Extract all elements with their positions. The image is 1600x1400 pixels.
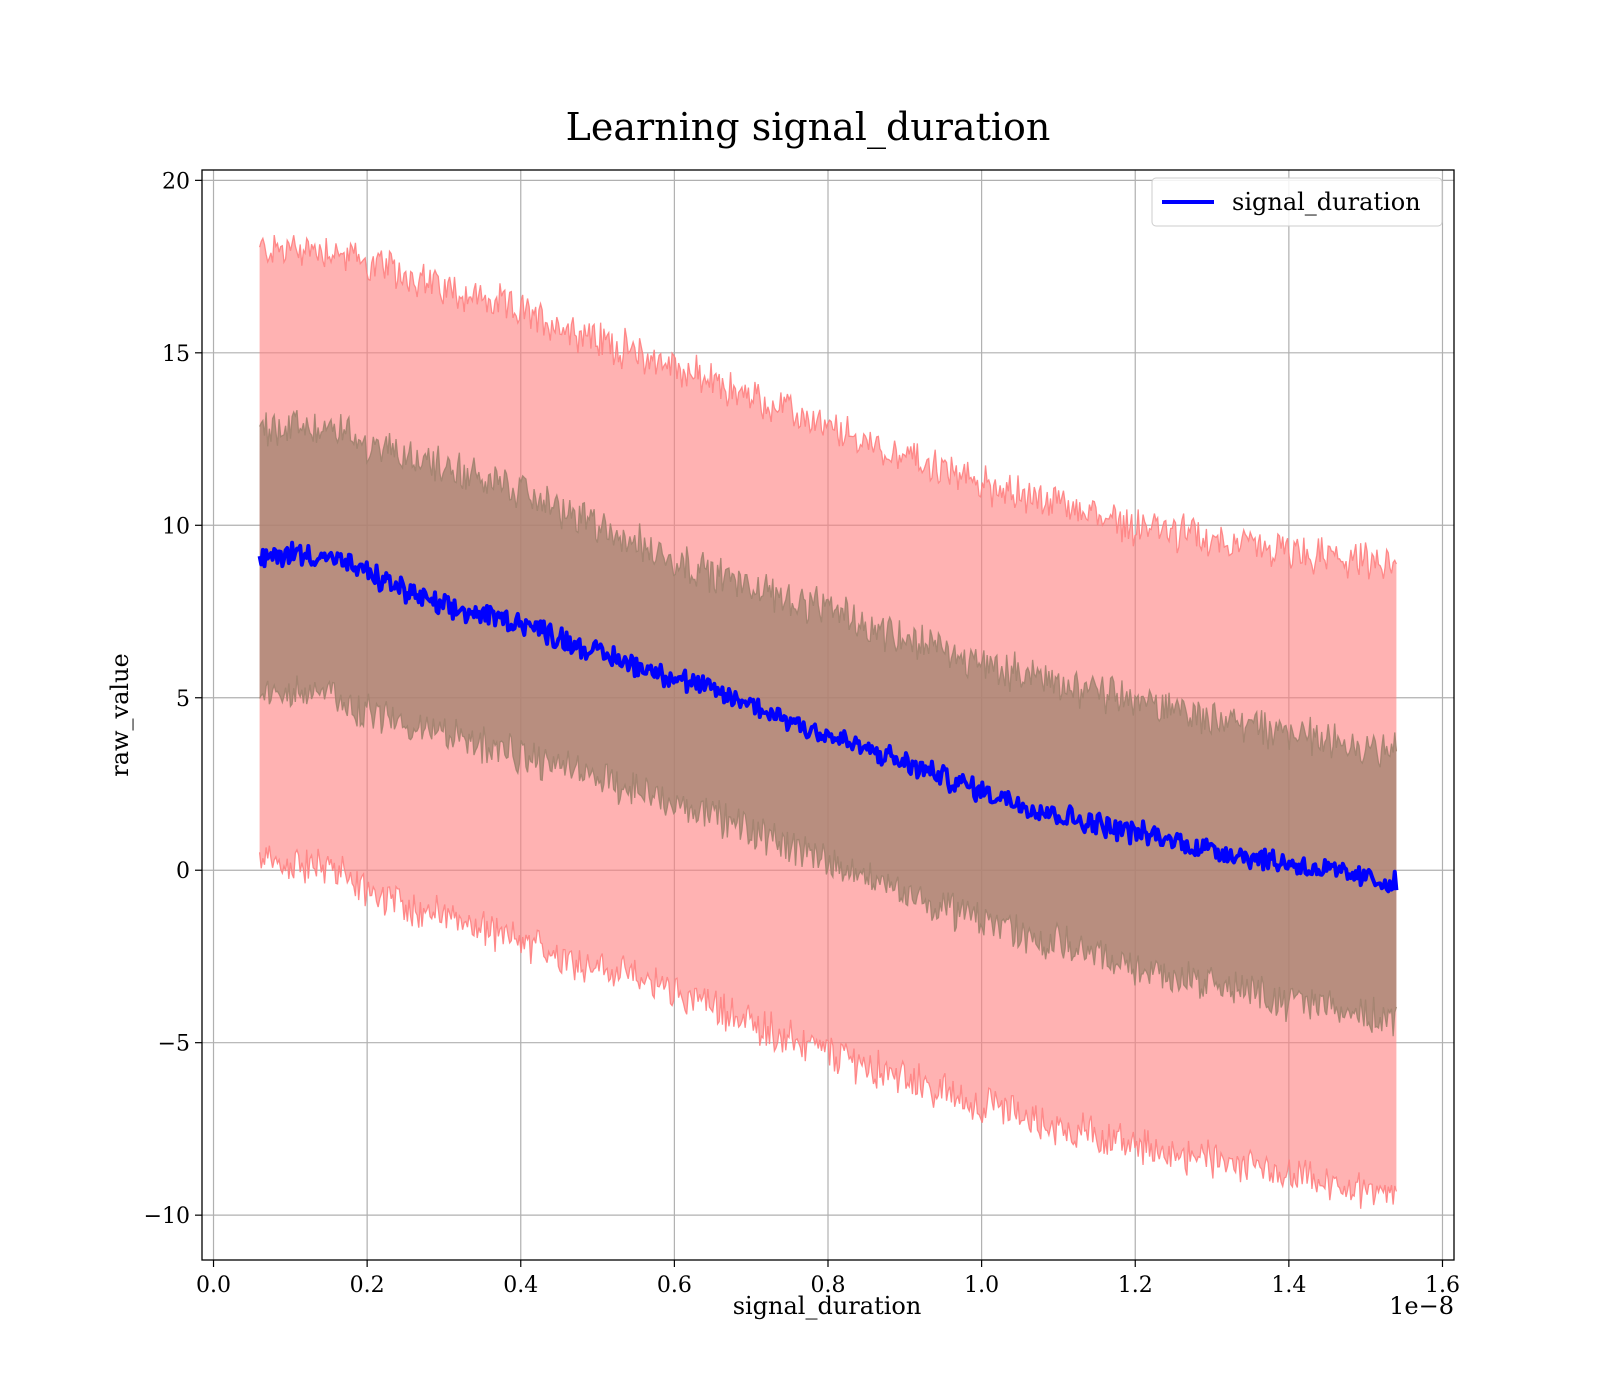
x-axis-offset-label: 1e−8 (1389, 1292, 1454, 1320)
band-inner-upper-edge (259, 410, 1398, 768)
band-layer (258, 235, 1398, 1209)
y-tick-label: 10 (162, 514, 190, 539)
band-outer-lower-edge (258, 845, 1398, 1209)
x-tick-label: 0.2 (350, 1273, 385, 1298)
y-tick-label: 0 (176, 859, 190, 884)
x-tick-label: 0.4 (503, 1273, 538, 1298)
x-tick-label: 0.6 (657, 1273, 692, 1298)
y-tick-label: 15 (162, 342, 190, 367)
band-outer-upper-edge (258, 235, 1397, 580)
y-axis-label: raw_value (106, 653, 134, 777)
y-axis-ticks: −10 −5 0 5 10 15 20 (144, 169, 202, 1229)
x-axis-label: signal_duration (733, 1292, 922, 1320)
y-tick-label: −10 (144, 1204, 190, 1229)
band-inner (259, 410, 1397, 1037)
series-line-signal-duration (257, 540, 1399, 894)
x-tick-label: 1.0 (964, 1273, 999, 1298)
x-axis-ticks: 0.0 0.2 0.4 0.6 0.8 1.0 1.2 1.4 1.6 (196, 1260, 1460, 1298)
chart-title: Learning signal_duration (566, 105, 1051, 150)
legend-label-signal-duration: signal_duration (1232, 188, 1421, 216)
band-inner-lower-edge (259, 675, 1398, 1037)
x-tick-label: 1.6 (1425, 1273, 1460, 1298)
x-tick-label: 1.4 (1271, 1273, 1306, 1298)
y-tick-label: −5 (158, 1032, 190, 1057)
line-layer (257, 540, 1399, 894)
x-tick-label: 1.2 (1118, 1273, 1153, 1298)
y-tick-label: 5 (176, 687, 190, 712)
legend-box (1151, 177, 1443, 227)
x-tick-label: 0.0 (196, 1273, 231, 1298)
y-tick-label: 20 (162, 169, 190, 194)
legend: signal_duration (1151, 177, 1443, 227)
x-tick-label: 0.8 (811, 1273, 846, 1298)
